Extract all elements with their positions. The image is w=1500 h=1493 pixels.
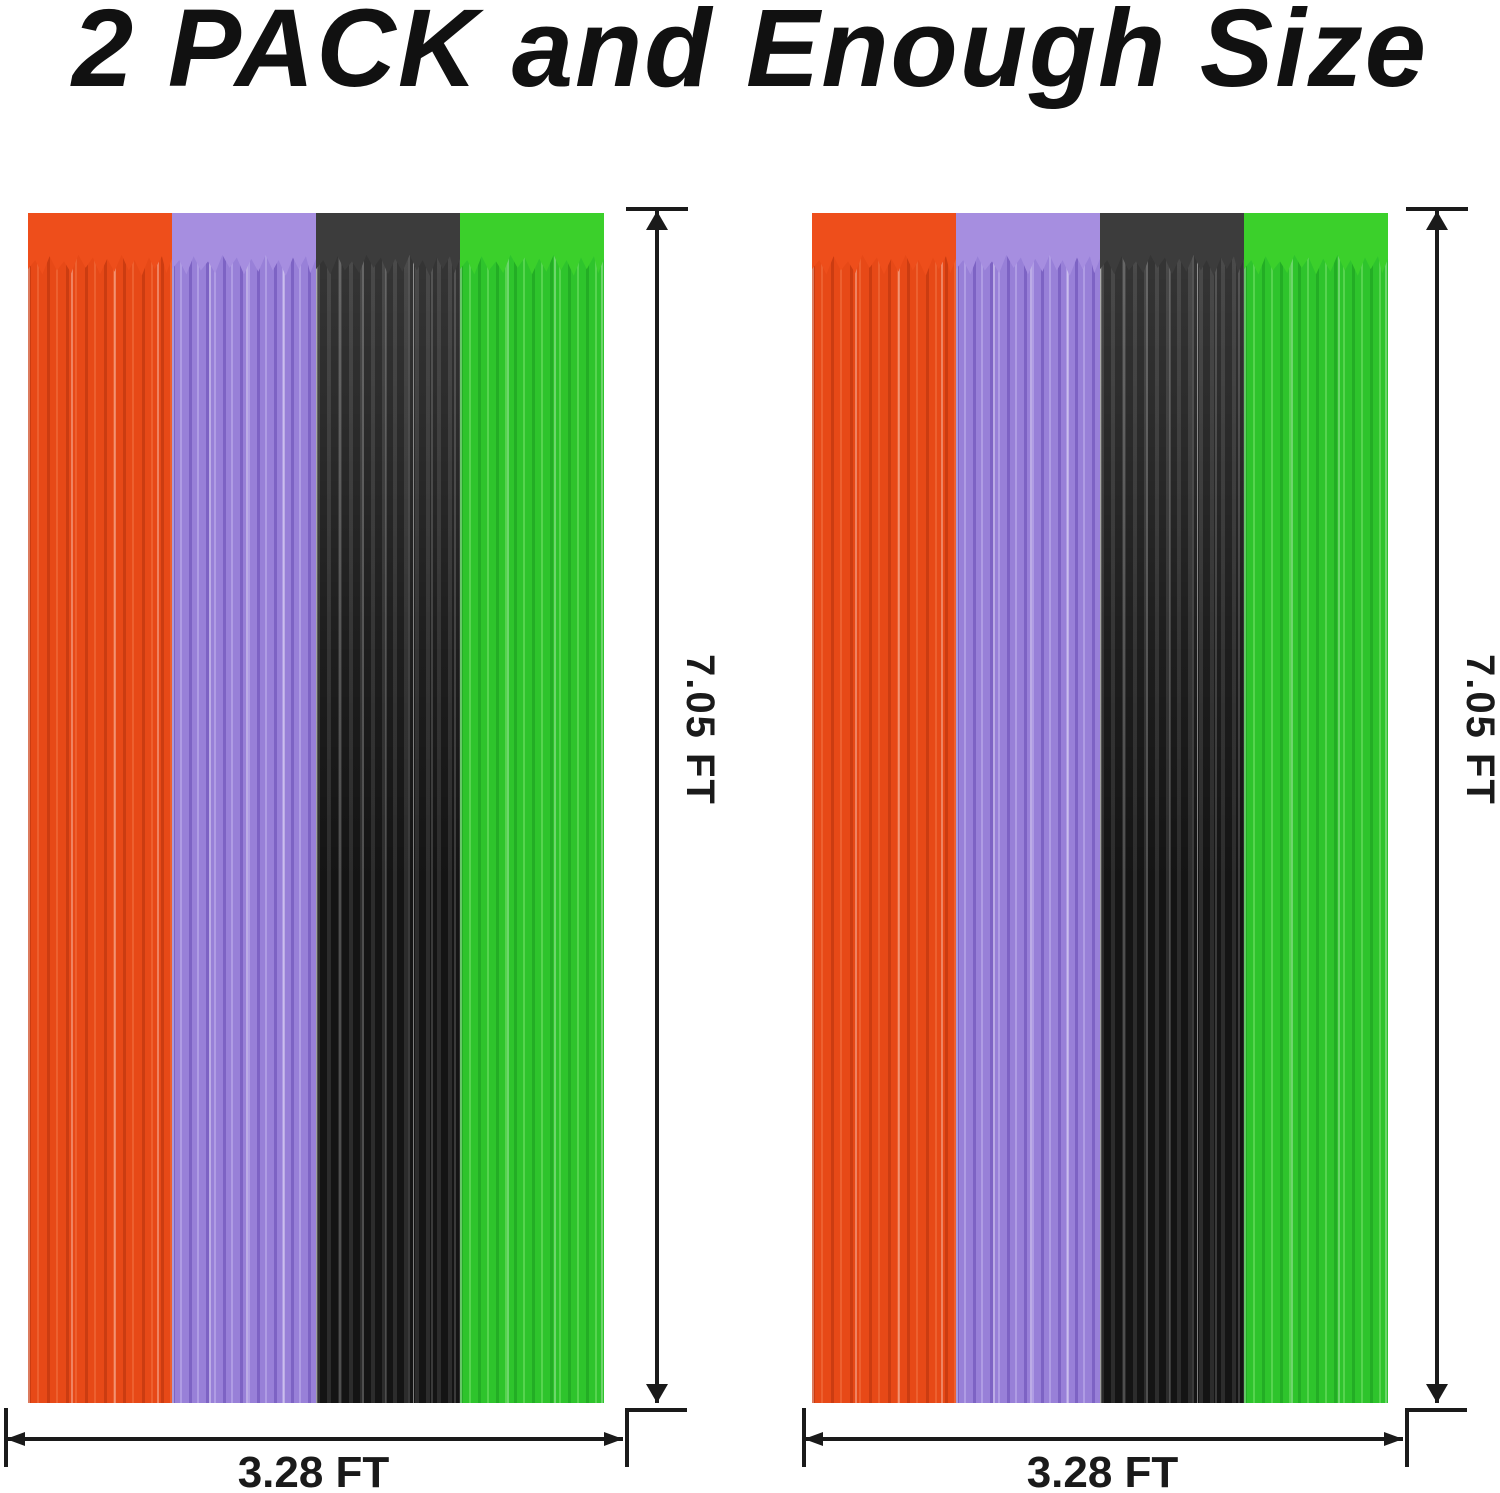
stripe-fringe [316,251,460,1403]
height-dimension-line [655,209,659,1403]
width-dimension-label: 3.28 FT [237,1448,390,1493]
curtain-stripe-orange [28,213,172,1403]
height-dimension-label: 7.05 FT [678,654,722,806]
corner-bracket-vertical [1405,1408,1409,1467]
stripe-top-band [812,213,956,251]
stripe-top-band [1100,213,1244,251]
stripe-fringe [172,251,316,1403]
stripe-top-band [956,213,1100,251]
width-dimension-label: 3.28 FT [1026,1448,1179,1493]
corner-bracket-vertical [625,1408,629,1467]
curtain-stripe-black [1100,213,1244,1403]
stripe-fringe [1100,251,1244,1403]
curtain-stripe-purple [172,213,316,1403]
curtain-stripe-green [1244,213,1388,1403]
arrow-down-icon [1426,1384,1448,1403]
stripe-top-band [1244,213,1388,251]
height-dimension-label: 7.05 FT [1458,654,1500,806]
arrow-left-icon [804,1432,823,1446]
headline: 2 PACK and Enough Size [72,0,1428,110]
stripe-fringe [1244,251,1388,1403]
arrow-left-icon [6,1432,25,1446]
stripe-top-band [316,213,460,251]
arrow-up-icon [1426,211,1448,230]
curtain-stripe-orange [812,213,956,1403]
arrow-up-icon [646,211,668,230]
stripe-fringe [28,251,172,1403]
stripe-fringe [956,251,1100,1403]
corner-bracket-horizontal [1405,1408,1467,1412]
stripe-top-band [28,213,172,251]
stripe-top-band [172,213,316,251]
foil-curtain-right [812,213,1388,1403]
foil-curtain-left [28,213,604,1403]
arrow-right-icon [1384,1432,1403,1446]
stripe-fringe [460,251,604,1403]
curtain-stripe-purple [956,213,1100,1403]
corner-bracket-horizontal [625,1408,687,1412]
width-dimension-line [4,1437,623,1441]
stripe-fringe [812,251,956,1403]
width-dimension-line [802,1437,1403,1441]
stripe-top-band [460,213,604,251]
arrow-right-icon [604,1432,623,1446]
curtain-stripe-black [316,213,460,1403]
curtain-stripe-green [460,213,604,1403]
arrow-down-icon [646,1384,668,1403]
height-dimension-line [1435,209,1439,1403]
